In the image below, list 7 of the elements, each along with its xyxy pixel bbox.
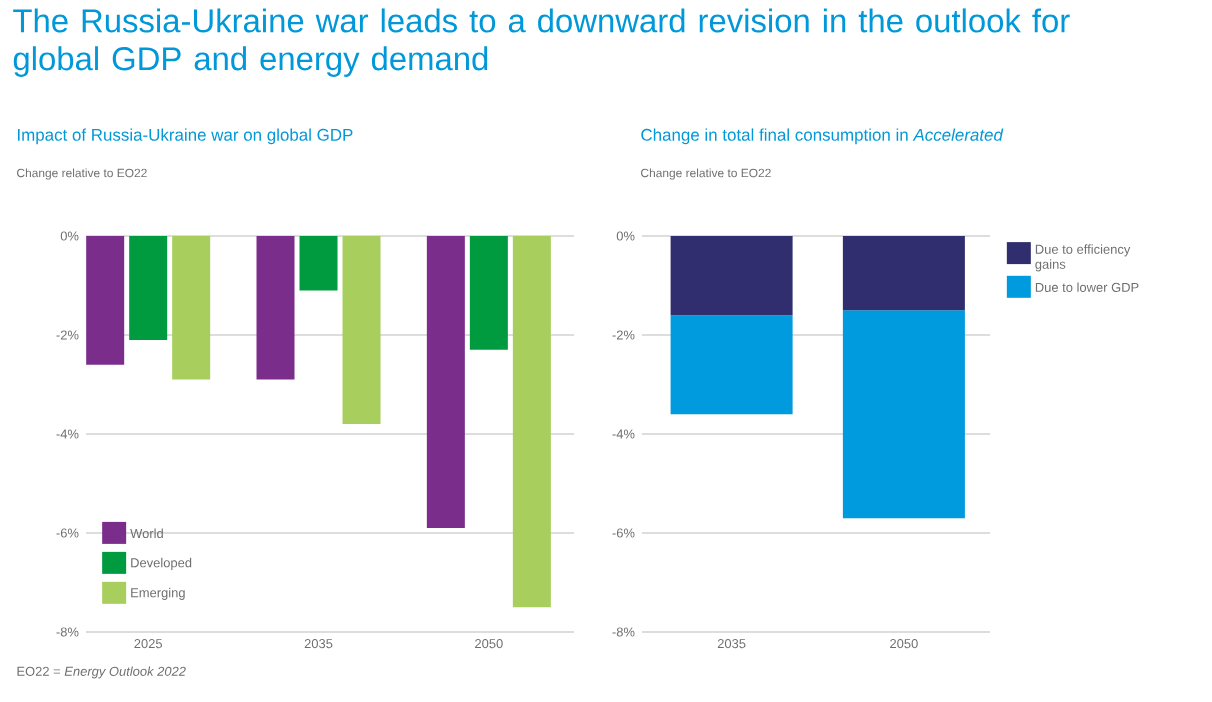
chart-title: The Russia-Ukraine war leads to a downward revision in the outlook for global GDP and energy demand (13, 8, 1070, 77)
bar (842, 235, 965, 311)
bar (670, 315, 793, 415)
bar (842, 310, 965, 519)
chart-title: Change in total final consumption in Accelerated (641, 128, 1004, 145)
chart-subtitle: Impact of Russia-Ukraine war on global GDP (17, 128, 353, 145)
bar (670, 235, 793, 316)
